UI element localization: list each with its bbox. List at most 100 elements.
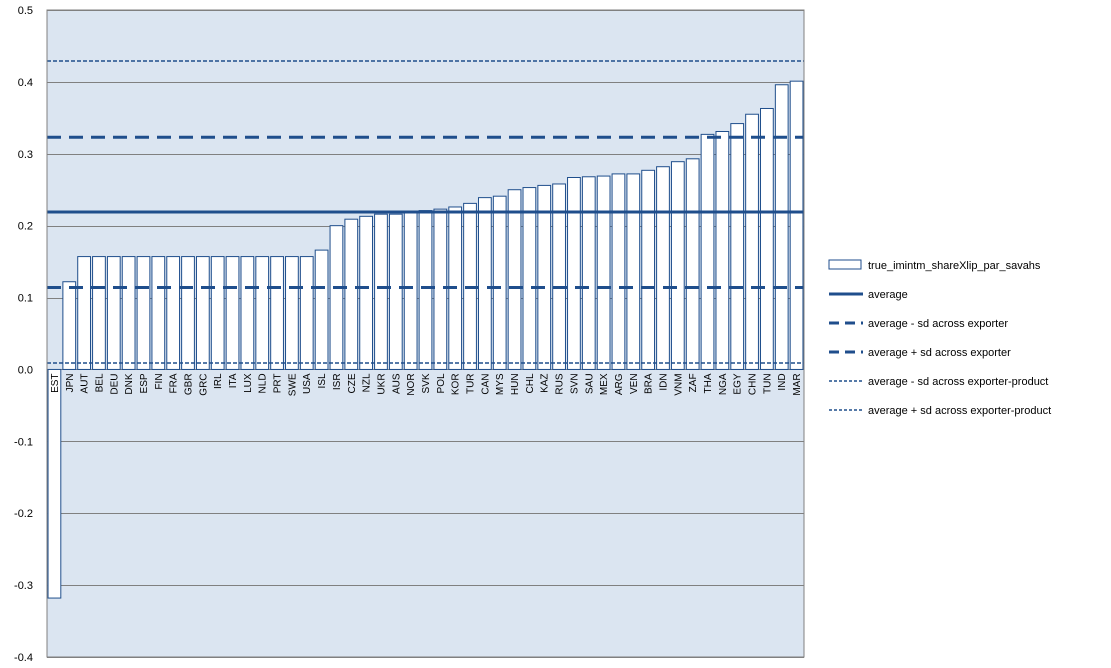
x-tick-label: USA	[302, 373, 313, 394]
bar	[492, 195, 507, 370]
bar	[136, 256, 151, 370]
x-tick-label: SAU	[584, 373, 595, 394]
x-tick-label: LUX	[243, 373, 254, 393]
bar	[210, 256, 225, 370]
x-tick-label: PRT	[273, 373, 284, 393]
x-tick-label: UKR	[376, 373, 387, 394]
legend-swatch-bar	[828, 259, 862, 270]
x-tick-label: ISL	[317, 373, 328, 388]
bar	[314, 249, 329, 370]
bar	[77, 256, 91, 370]
bar	[641, 169, 656, 370]
y-tick-label: 0.0	[18, 364, 33, 376]
bar	[507, 189, 522, 370]
bar	[700, 133, 715, 370]
x-tick-label: FIN	[154, 373, 165, 389]
x-tick-label: EGY	[733, 373, 744, 394]
bar	[537, 184, 552, 370]
x-tick-label: NZL	[362, 373, 373, 392]
legend-label: average - sd across exporter	[868, 318, 1008, 330]
bar	[477, 197, 492, 370]
x-tick-label: FRA	[169, 373, 180, 393]
bar	[774, 84, 789, 370]
y-tick-label: -0.3	[14, 580, 33, 592]
plot-border	[46, 9, 805, 658]
bar	[299, 256, 314, 370]
x-tick-label: CHL	[525, 373, 536, 393]
x-tick-label: IND	[777, 373, 788, 390]
bar	[388, 213, 403, 370]
x-tick-label: JPN	[65, 373, 76, 392]
x-tick-label: DEU	[109, 373, 120, 394]
x-tick-label: NLD	[258, 373, 269, 393]
x-tick-label: VNM	[673, 373, 684, 395]
x-tick-label: AUS	[391, 373, 402, 394]
x-tick-label: ITA	[228, 373, 239, 388]
bar	[745, 113, 759, 370]
bar	[596, 175, 611, 370]
bar	[166, 256, 181, 370]
bar	[181, 256, 195, 370]
x-tick-label: GBR	[184, 373, 195, 395]
bar	[656, 166, 670, 370]
x-tick-label: DNK	[124, 373, 135, 394]
x-tick-label: EST	[50, 373, 61, 392]
bar	[329, 225, 344, 370]
x-tick-label: ESP	[139, 373, 150, 393]
x-tick-label: GRC	[198, 373, 209, 395]
bar	[225, 256, 240, 370]
x-tick-label: MEX	[599, 373, 610, 395]
bar	[522, 187, 537, 370]
x-axis-ticks: EST JPN AUT BEL DEU DNK ESP FIN FRA GBR GRC IRL ITA L…	[50, 373, 803, 396]
y-tick-label: -0.4	[14, 652, 33, 664]
bar	[374, 213, 388, 370]
bar	[195, 256, 210, 370]
bar	[730, 123, 745, 370]
x-tick-label: THA	[703, 373, 714, 393]
x-tick-label: SVK	[421, 373, 432, 393]
bar	[403, 211, 418, 370]
bar	[151, 256, 166, 370]
bar	[715, 130, 730, 370]
bar	[285, 256, 299, 370]
bar	[433, 208, 448, 370]
x-tick-label: TUR	[466, 373, 477, 394]
y-tick-label: -0.1	[14, 436, 33, 448]
bar	[62, 281, 77, 370]
x-tick-label: RUS	[555, 373, 566, 394]
bar	[567, 177, 581, 370]
y-axis-ticks: -0.4 -0.3 -0.2 -0.1 0.0 0.1 0.2 0.3 0.4 0.5	[14, 5, 33, 664]
legend-label: average + sd across exporter	[868, 347, 1011, 359]
legend-label: average	[868, 289, 908, 301]
x-tick-label: CZE	[347, 373, 358, 393]
bar	[626, 173, 641, 370]
x-tick-label: KAZ	[540, 373, 551, 392]
x-tick-label: BRA	[644, 373, 655, 394]
y-tick-label: -0.2	[14, 508, 33, 520]
bar	[685, 158, 700, 370]
x-tick-label: KOR	[451, 373, 462, 395]
x-tick-label: IRL	[213, 373, 224, 389]
bar	[255, 256, 270, 370]
bar	[106, 256, 121, 370]
x-tick-label: IDN	[658, 373, 669, 390]
bar	[92, 256, 106, 370]
bars	[47, 80, 804, 599]
x-tick-label: TUN	[762, 373, 773, 394]
bar	[552, 183, 566, 370]
legend-label: true_imintm_shareXlip_par_savahs	[868, 260, 1041, 272]
x-tick-label: BEL	[94, 373, 105, 392]
bar	[670, 161, 685, 370]
bar	[789, 80, 804, 370]
x-tick-label: CHN	[748, 373, 759, 395]
y-tick-label: 0.4	[18, 77, 33, 89]
y-tick-label: 0.2	[18, 221, 33, 233]
bar	[47, 368, 62, 599]
x-tick-label: ARG	[614, 373, 625, 395]
x-tick-label: POL	[436, 373, 447, 393]
bar	[611, 173, 626, 370]
bar	[581, 176, 596, 370]
bar	[418, 210, 433, 370]
legend-label: average + sd across exporter-product	[868, 405, 1051, 417]
